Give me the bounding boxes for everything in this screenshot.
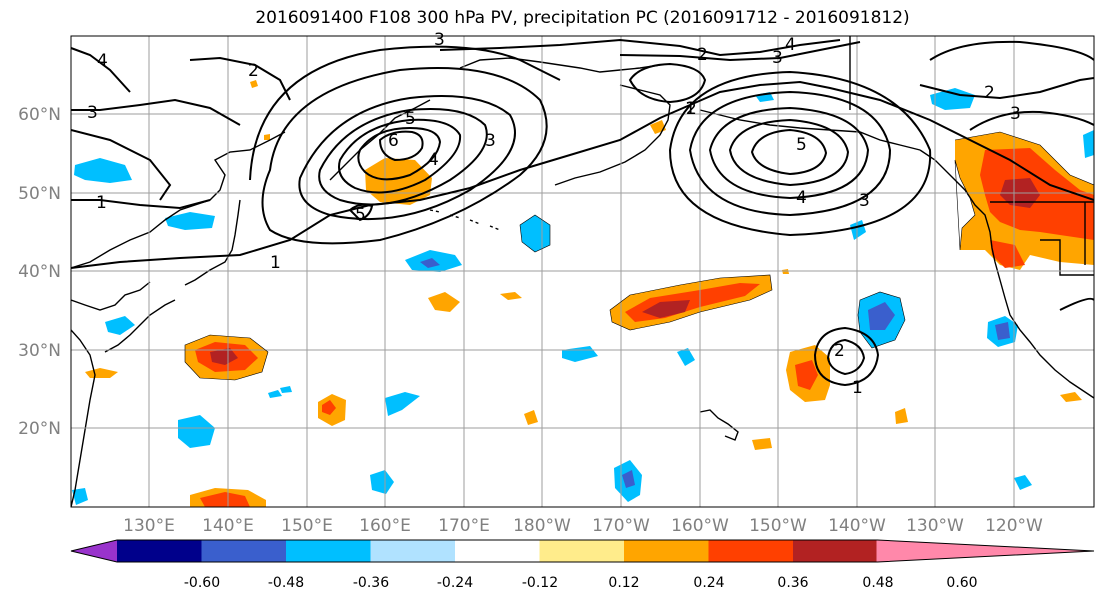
contour-label: 3 — [772, 48, 783, 68]
colorbar-tick-label: 0.12 — [608, 575, 639, 591]
colorbar-labels: -0.60 -0.48 -0.36 -0.24 -0.12 0.12 0.24 … — [184, 575, 978, 591]
contour-label: 5 — [405, 109, 416, 129]
colorbar-swatch — [201, 540, 287, 562]
lon-label: 130°W — [906, 516, 964, 536]
colorbar-tick-label: -0.60 — [184, 575, 220, 591]
lon-label: 150°W — [749, 516, 807, 536]
lat-label: 50°N — [18, 184, 61, 204]
lon-label: 170°W — [592, 516, 650, 536]
contour-label: 1 — [270, 253, 281, 273]
contour-label: 3 — [87, 103, 98, 123]
latitude-labels: 60°N 50°N 40°N 30°N 20°N — [18, 105, 61, 439]
colorbar-swatch — [286, 540, 371, 562]
lon-label: 140°W — [828, 516, 886, 536]
map-title: 2016091400 F108 300 hPa PV, precipitatio… — [255, 8, 910, 28]
colorbar-swatch — [455, 540, 540, 562]
lon-label: 120°W — [985, 516, 1043, 536]
contour-labels: 4 3 2 1 1 5 4 3 6 5 3 2 4 3 2 1 5 4 3 2 … — [87, 30, 1021, 398]
colorbar-swatch — [370, 540, 456, 562]
contour-label: 1 — [96, 193, 107, 213]
contour-label: 4 — [796, 188, 807, 208]
colorbar-tick-label: 0.48 — [862, 575, 893, 591]
contour-label: 2 — [248, 61, 259, 81]
graticule — [71, 36, 1094, 507]
contour-label: 4 — [785, 35, 796, 55]
colorbar-tick-label: 0.24 — [693, 575, 724, 591]
precip-shading — [72, 80, 1094, 507]
lon-label: 180°W — [513, 516, 571, 536]
colorbar-swatch — [708, 540, 794, 562]
map-frame — [70, 35, 1095, 508]
contour-label: 1 — [852, 378, 863, 398]
colorbar-tick-label: -0.12 — [522, 575, 558, 591]
colorbar-tick-label: 0.36 — [777, 575, 808, 591]
colorbar-swatch — [624, 540, 709, 562]
contour-label: 3 — [1010, 104, 1021, 124]
colorbar-swatch — [117, 540, 202, 562]
contour-label: 5 — [355, 205, 366, 225]
colorbar-tick-label: -0.24 — [437, 575, 473, 591]
lat-label: 20°N — [18, 419, 61, 439]
lon-label: 140°E — [202, 516, 254, 536]
contour-label: 2 — [686, 99, 697, 119]
lon-label: 160°W — [671, 516, 729, 536]
contour-label: 1 — [685, 99, 696, 119]
lon-label: 170°E — [438, 516, 490, 536]
pv-contours — [71, 38, 1094, 387]
contour-label: 2 — [697, 45, 708, 65]
contour-label: 4 — [97, 51, 108, 71]
coastlines — [71, 36, 1094, 507]
longitude-labels: 130°E 140°E 150°E 160°E 170°E 180°W 170°… — [123, 516, 1043, 536]
colorbar-extend-low — [71, 540, 118, 562]
lon-label: 150°E — [281, 516, 333, 536]
lon-label: 160°E — [359, 516, 411, 536]
lat-label: 40°N — [18, 262, 61, 282]
colorbar-tick-label: -0.36 — [353, 575, 389, 591]
lon-label: 130°E — [123, 516, 175, 536]
colorbar-outline — [70, 539, 1095, 563]
contour-label: 4 — [428, 150, 439, 170]
colorbar-swatch — [793, 540, 878, 562]
contour-label: 2 — [834, 341, 845, 361]
contour-label: 5 — [796, 135, 807, 155]
lat-label: 60°N — [18, 105, 61, 125]
colorbar-tick-label: -0.48 — [268, 575, 304, 591]
contour-label: 2 — [984, 83, 995, 103]
contour-label: 3 — [485, 131, 496, 151]
colorbar — [70, 539, 1095, 563]
colorbar-tick-label: 0.60 — [946, 575, 977, 591]
colorbar-extend-high — [876, 540, 1094, 562]
contour-label: 6 — [388, 131, 399, 151]
precip-outlines — [184, 131, 1094, 381]
lat-label: 30°N — [18, 341, 61, 361]
colorbar-swatch — [539, 540, 625, 562]
contour-label: 3 — [434, 30, 445, 50]
contour-label: 3 — [859, 191, 870, 211]
